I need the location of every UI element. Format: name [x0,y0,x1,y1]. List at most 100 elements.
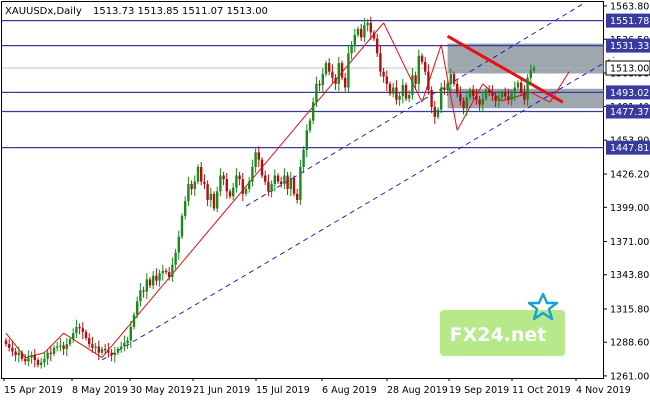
candle [404,82,408,101]
channel-line[interactable] [101,56,615,361]
candle [161,264,164,281]
candle-body [46,352,49,359]
chart-header: XAUUSDx,Daily 1513.73 1513.85 1511.07 15… [5,6,268,17]
zigzag-line[interactable] [501,91,531,102]
candle [331,64,334,83]
candle-body [68,339,72,345]
y-tick-label: 1261.00 [610,371,649,382]
candle-body [203,181,206,185]
candle [369,16,372,40]
candle [315,76,318,108]
candle [366,19,369,32]
candle [382,67,385,83]
candle-body [289,177,292,189]
candle [241,173,244,202]
candle [478,96,481,111]
candle-body [180,215,184,237]
candle [440,82,443,114]
y-tick-label: 1371.00 [610,237,649,248]
badge-bg [605,60,650,76]
candle [395,80,398,105]
candle [100,346,104,356]
candle [376,33,379,57]
candle-body [312,102,315,121]
downtrend-line[interactable] [446,34,564,104]
candle-body [78,327,81,329]
candle [14,347,17,362]
candle-body [360,28,363,38]
candle [88,333,91,348]
candle [513,81,516,101]
candle [388,81,392,97]
zigzag-line[interactable] [421,44,442,103]
candle-body [456,83,459,94]
candle-body [20,352,24,359]
candle [52,345,56,357]
zigzag-line[interactable] [440,44,458,131]
candle [344,72,347,92]
candle-body [174,252,177,265]
candle-body [372,32,376,39]
candle [200,162,203,186]
candle-body [168,272,171,277]
channel-line[interactable] [245,4,583,207]
candle [235,168,238,193]
badge-bg [606,104,650,119]
candle [4,338,8,347]
candle-body [532,67,536,71]
candle [340,60,344,81]
candle-body [401,85,404,97]
candle-body [376,38,379,54]
candle [158,269,161,287]
candle [8,339,11,352]
candle-body [529,70,532,78]
candle [414,71,417,90]
candle-body [488,89,491,93]
candle [456,78,459,98]
candle [78,323,81,335]
candle [385,70,388,92]
candle-body [65,344,68,350]
candle [321,67,324,93]
candle [91,336,94,353]
zigzag-line[interactable] [456,83,484,131]
candle [433,100,436,125]
candle-body [43,358,46,363]
candle-body [328,63,331,72]
candle-body [24,358,27,362]
candle-body [494,96,497,101]
candle-body [155,275,158,281]
candle [417,49,420,92]
candle [75,319,78,339]
candle-body [523,92,526,100]
candle [491,85,494,101]
candle-body [433,107,436,117]
candle-body [107,350,110,353]
candle [155,268,158,286]
zigzag-line[interactable] [549,71,570,103]
candle-body [177,236,180,253]
y-tick-label: 1426.20 [610,170,649,181]
candle-body [382,71,385,77]
candle-body [142,290,145,292]
candle [123,335,126,352]
candle-body [171,264,174,277]
candle-body [110,352,113,356]
candle [286,171,289,196]
price-level-badge: 1477.37 [606,104,650,119]
candle-body [430,89,433,108]
candle-body [152,275,155,286]
candle-body [500,92,504,98]
candle [193,175,196,197]
fx24-watermark: FX24.net [440,292,565,356]
candle-body [363,25,366,38]
x-tick-label: 19 Sep 2019 [449,385,509,396]
candle-body [395,87,398,100]
zigzag-line[interactable] [530,91,551,103]
candle [392,82,395,98]
x-tick-label: 15 Apr 2019 [4,385,63,396]
candle [49,346,52,362]
candle-body [504,92,507,97]
